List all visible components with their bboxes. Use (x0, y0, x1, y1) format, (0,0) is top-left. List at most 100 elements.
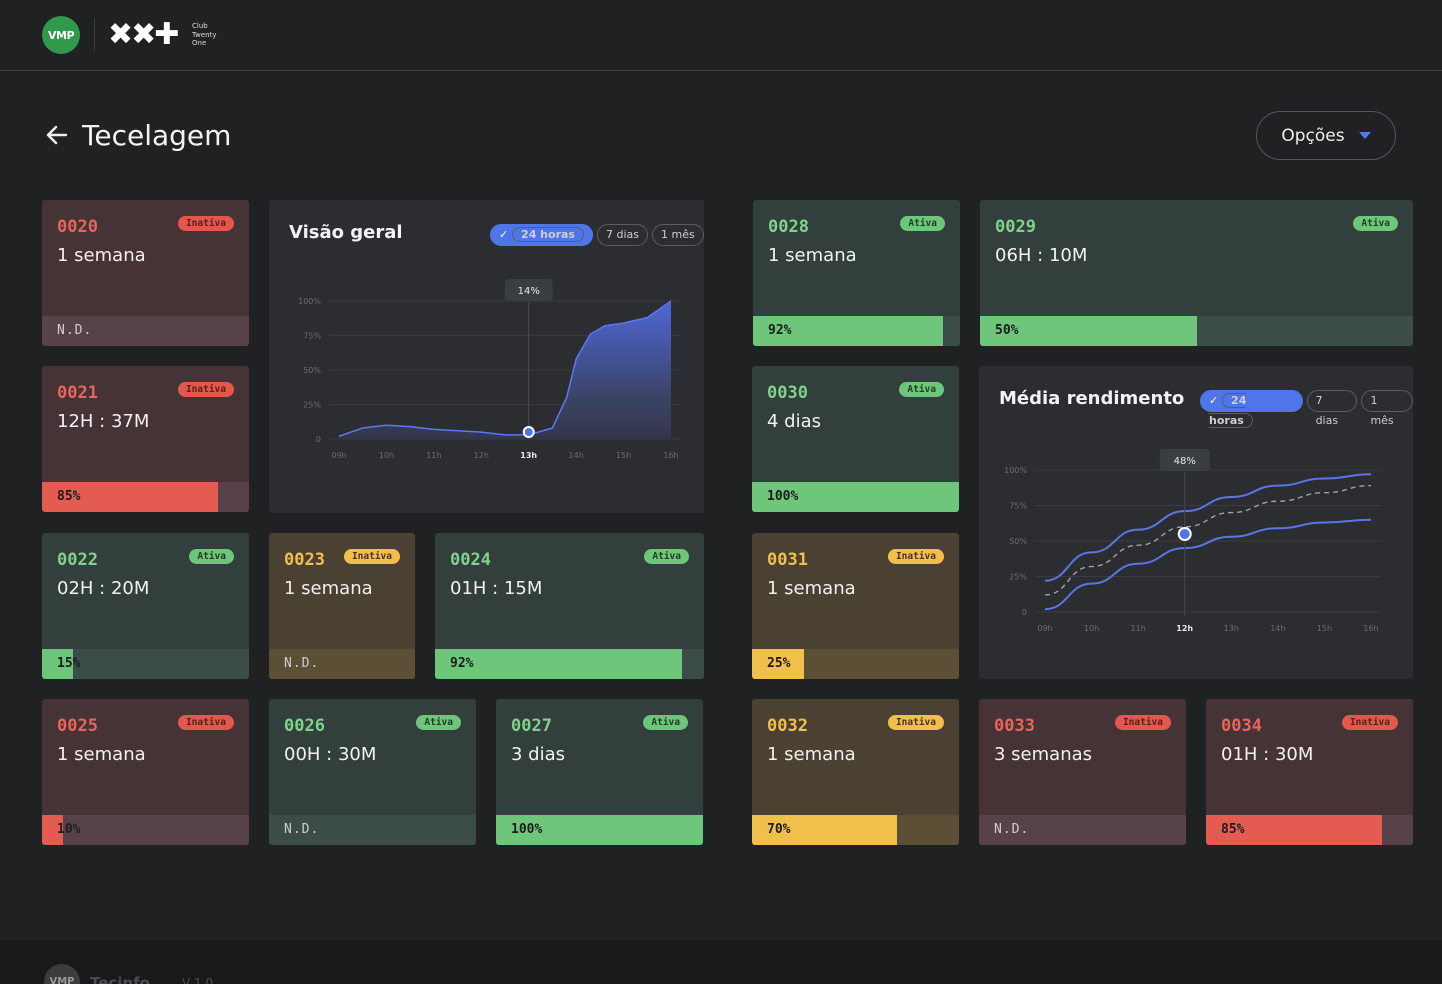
status-badge: Ativa (416, 715, 461, 730)
x-tick-label: 12h (474, 451, 489, 460)
progress-bar: N.D. (979, 815, 1186, 845)
progress-bar: 100% (496, 815, 703, 845)
chart-overview: Visão geral ✓ 24 horas 7 dias 1 mês 100%… (269, 200, 704, 513)
chevron-down-icon (1358, 132, 1371, 139)
progress-label: 70% (767, 822, 791, 837)
x-tick-label: 09h (331, 451, 346, 460)
status-badge: Inativa (343, 549, 400, 564)
machine-time: 01H : 15M (450, 578, 543, 599)
x-tick-label: 12h (1176, 624, 1193, 633)
highlight-point (522, 426, 535, 438)
club-line: Club (192, 22, 208, 30)
machine-code: 0034 (1221, 716, 1262, 736)
filter-24h[interactable]: ✓ 24 horas (490, 224, 593, 246)
filter-1m[interactable]: 1 mês (1361, 390, 1413, 427)
vmp-logo[interactable]: VMP (42, 16, 80, 54)
progress-label: 100% (511, 822, 543, 837)
progress-bar: 50% (980, 316, 1413, 346)
machine-time: 1 semana (767, 744, 856, 765)
machine-card[interactable]: 0029 Ativa 06H : 10M 50% (980, 200, 1413, 346)
chart-overview-filters: ✓ 24 horas 7 dias 1 mês (490, 224, 704, 246)
progress-fill (980, 316, 1197, 346)
machine-time: 1 semana (767, 578, 856, 599)
filter-24h[interactable]: ✓ 24 horas (1200, 390, 1303, 428)
machine-card[interactable]: 0021 Inativa 12H : 37M 85% (42, 366, 249, 512)
options-label: Opções (1281, 125, 1345, 146)
machine-card[interactable]: 0033 Inativa 3 semanas N.D. (979, 699, 1186, 845)
x-tick-label: 13h (520, 451, 537, 460)
status-badge: Inativa (1341, 715, 1398, 730)
status-badge: Inativa (177, 382, 234, 397)
status-badge: Ativa (644, 549, 689, 564)
filter-label: 24 horas (1209, 393, 1253, 428)
machine-time: 1 semana (284, 578, 373, 599)
progress-fill (1206, 815, 1382, 845)
machine-code: 0022 (57, 550, 98, 570)
y-tick-label: 75% (303, 332, 321, 341)
machine-time: 1 semana (57, 245, 146, 266)
machine-card[interactable]: 0030 Ativa 4 dias 100% (752, 366, 959, 512)
status-badge: Inativa (177, 715, 234, 730)
machine-card[interactable]: 0023 Inativa 1 semana N.D. (269, 533, 415, 679)
machine-code: 0028 (768, 217, 809, 237)
machine-code: 0030 (767, 383, 808, 403)
chart-yield: Média rendimento ✓ 24 horas 7 dias 1 mês… (979, 366, 1413, 679)
progress-fill (496, 815, 703, 845)
x-tick-label: 15h (1317, 624, 1332, 633)
machine-time: 4 dias (767, 411, 822, 432)
tooltip-label: 14% (518, 286, 540, 297)
filter-1m[interactable]: 1 mês (651, 224, 704, 246)
machine-time: 06H : 10M (995, 245, 1088, 266)
filter-7d[interactable]: 7 dias (596, 224, 648, 246)
machine-card[interactable]: 0022 Ativa 02H : 20M 15% (42, 533, 249, 679)
progress-fill (42, 815, 63, 845)
line-series-2 (1044, 484, 1372, 596)
y-tick-label: 100% (298, 297, 321, 306)
machine-time: 01H : 30M (1221, 744, 1314, 765)
status-badge: Inativa (887, 715, 944, 730)
progress-fill (752, 649, 804, 679)
yield-line-chart: 100% 75% 50% 25% 0 09h 10h 11h 12h 13h 14h 15h 16h 48… (1004, 449, 1381, 633)
chart-yield-filters: ✓ 24 horas 7 dias 1 mês (1200, 390, 1413, 428)
x-tick-label: 11h (426, 451, 441, 460)
progress-bar: N.D. (42, 316, 249, 346)
progress-label: 50% (995, 323, 1019, 338)
machine-card[interactable]: 0031 Inativa 1 semana 25% (752, 533, 959, 679)
back-arrow-icon[interactable] (44, 122, 70, 148)
progress-fill (435, 649, 683, 679)
club-line: Twenty (192, 30, 217, 39)
machine-card[interactable]: 0025 Inativa 1 semana 10% (42, 699, 249, 845)
progress-bar: 85% (42, 482, 249, 512)
progress-bar: N.D. (269, 815, 476, 845)
progress-label: 92% (768, 323, 792, 338)
machine-code: 0020 (57, 217, 98, 237)
options-dropdown-button[interactable]: Opções (1256, 111, 1396, 160)
machine-card[interactable]: 0020 Inativa 1 semana N.D. (42, 200, 249, 346)
machine-time: 12H : 37M (57, 411, 150, 432)
progress-bar: 100% (752, 482, 959, 512)
page-title: Tecelagem (82, 119, 232, 152)
machine-card[interactable]: 0028 Ativa 1 semana 92% (753, 200, 960, 346)
x-tick-label: 13h (1224, 624, 1239, 633)
progress-fill (42, 649, 74, 679)
machine-card[interactable]: 0024 Ativa 01H : 15M 92% (435, 533, 704, 679)
progress-label: 85% (1221, 822, 1245, 837)
filter-7d[interactable]: 7 dias (1306, 390, 1358, 427)
highlight-point (1177, 527, 1192, 541)
y-tick-label: 25% (1009, 573, 1027, 582)
status-badge: Ativa (643, 715, 688, 730)
club-logo-mark: ✖✖✚ (108, 17, 179, 52)
progress-bar: 70% (752, 815, 959, 845)
progress-bar: 25% (752, 649, 959, 679)
machine-card[interactable]: 0032 Inativa 1 semana 70% (752, 699, 959, 845)
progress-fill (42, 482, 218, 512)
machine-card[interactable]: 0026 Ativa 00H : 30M N.D. (269, 699, 476, 845)
machine-card[interactable]: 0027 Ativa 3 dias 100% (496, 699, 703, 845)
x-tick-label: 16h (1363, 624, 1378, 633)
status-badge: Inativa (1114, 715, 1171, 730)
overview-area-chart: 100% 75% 50% 25% 0 09h 10h 11h 12h 13h 14h 15h 16h 14… (298, 279, 681, 460)
progress-label: 15% (57, 656, 81, 671)
machine-card[interactable]: 0034 Inativa 01H : 30M 85% (1206, 699, 1413, 845)
progress-bar: 92% (435, 649, 704, 679)
progress-label: 100% (767, 489, 799, 504)
